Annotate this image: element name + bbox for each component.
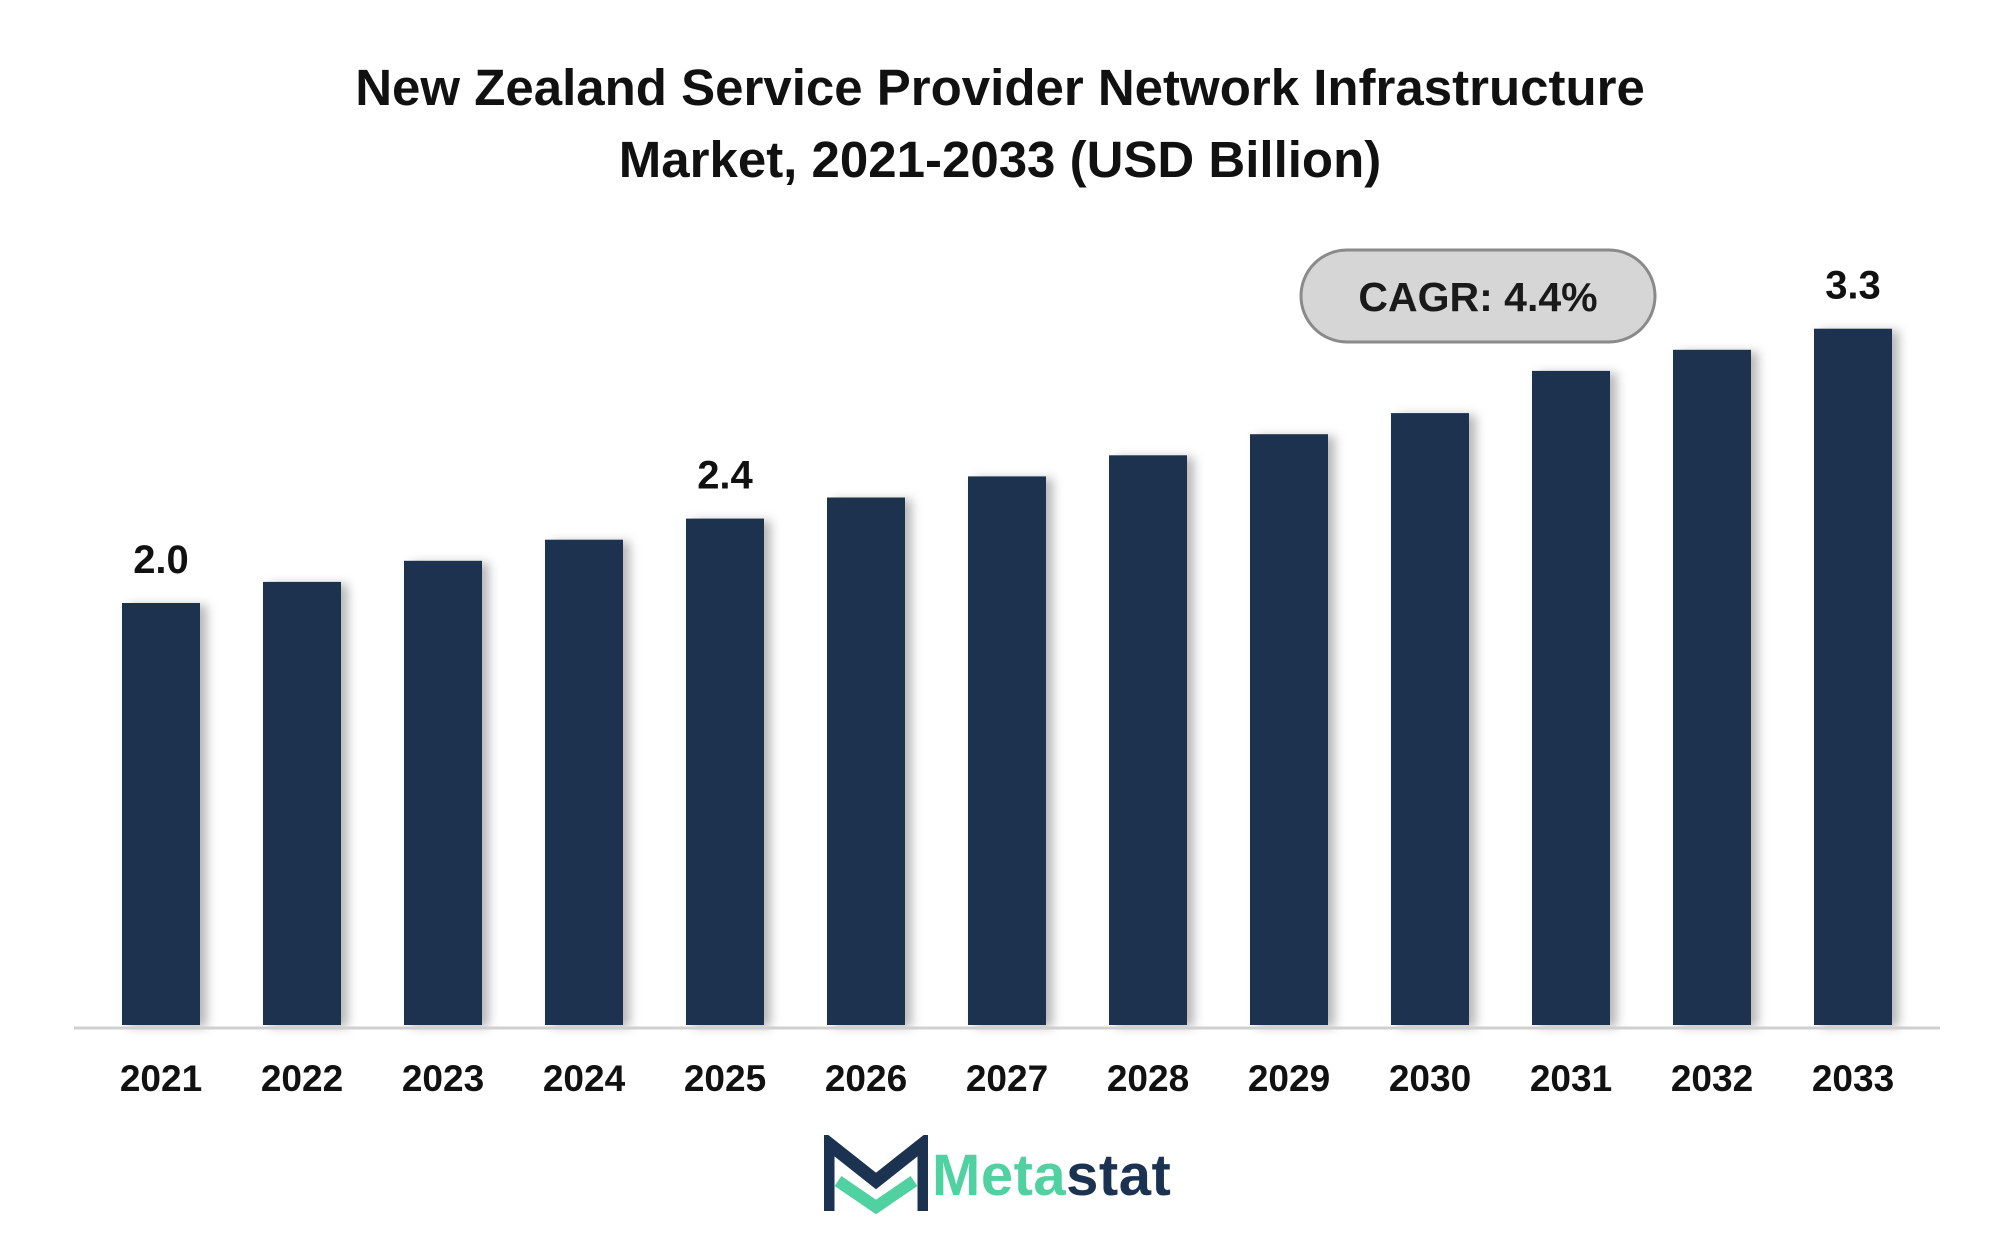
x-tick-label-2027: 2027	[966, 1058, 1048, 1099]
logo-word-part-2: stat	[1066, 1142, 1172, 1208]
cagr-pill	[1299, 248, 1657, 344]
chart-title-line-1: New Zealand Service Provider Network Inf…	[355, 59, 1645, 116]
x-tick-label-2031: 2031	[1530, 1058, 1612, 1099]
logo-wordmark: Metastat	[932, 1142, 1171, 1209]
x-tick-label-2025: 2025	[684, 1058, 766, 1099]
bar-2033	[1814, 328, 1892, 1025]
x-tick-label-2026: 2026	[825, 1058, 907, 1099]
data-label-2033: 3.3	[1825, 264, 1881, 308]
chart-title: New Zealand Service Provider Network Inf…	[0, 52, 2000, 196]
bar-2029	[1250, 434, 1328, 1025]
bar-2026	[827, 497, 905, 1025]
cagr-annotation: CAGR: 4.4%	[1299, 248, 1657, 344]
x-axis-tick-labels: 2021 2022 2023 2024 2025 2026 2027 2028 2029 2030…	[120, 1058, 1894, 1099]
x-tick-label-2028: 2028	[1107, 1058, 1189, 1099]
data-label-2025: 2.4	[697, 454, 753, 498]
bar-2027	[968, 476, 1046, 1025]
x-tick-label-2024: 2024	[543, 1058, 626, 1099]
bar-2028	[1109, 455, 1187, 1025]
bars-group	[122, 328, 1892, 1026]
bar-2030	[1391, 413, 1469, 1026]
x-tick-label-2023: 2023	[402, 1058, 484, 1099]
x-tick-label-2022: 2022	[261, 1058, 343, 1099]
x-tick-label-2030: 2030	[1389, 1058, 1471, 1099]
logo-word-part-1: Meta	[932, 1142, 1067, 1208]
x-tick-label-2032: 2032	[1671, 1058, 1753, 1099]
metastat-logo-mark	[824, 1135, 928, 1215]
x-tick-label-2029: 2029	[1248, 1058, 1330, 1099]
bar-2025	[686, 518, 764, 1025]
bar-2022	[263, 581, 341, 1025]
x-tick-label-2021: 2021	[120, 1058, 202, 1099]
data-label-2021: 2.0	[133, 538, 189, 582]
x-tick-label-2033: 2033	[1812, 1058, 1894, 1099]
bar-2021	[122, 603, 200, 1025]
cagr-text: CAGR: 4.4%	[1358, 274, 1597, 320]
metastat-logo: Metastat	[824, 1135, 1171, 1215]
bar-2032	[1673, 349, 1751, 1025]
bar-2024	[545, 539, 623, 1025]
bar-2023	[404, 560, 482, 1025]
chart-title-line-2: Market, 2021-2033 (USD Billion)	[618, 131, 1382, 188]
bar-2031	[1532, 370, 1610, 1025]
data-labels-group: 2.0 2.4 3.3	[133, 264, 1881, 582]
